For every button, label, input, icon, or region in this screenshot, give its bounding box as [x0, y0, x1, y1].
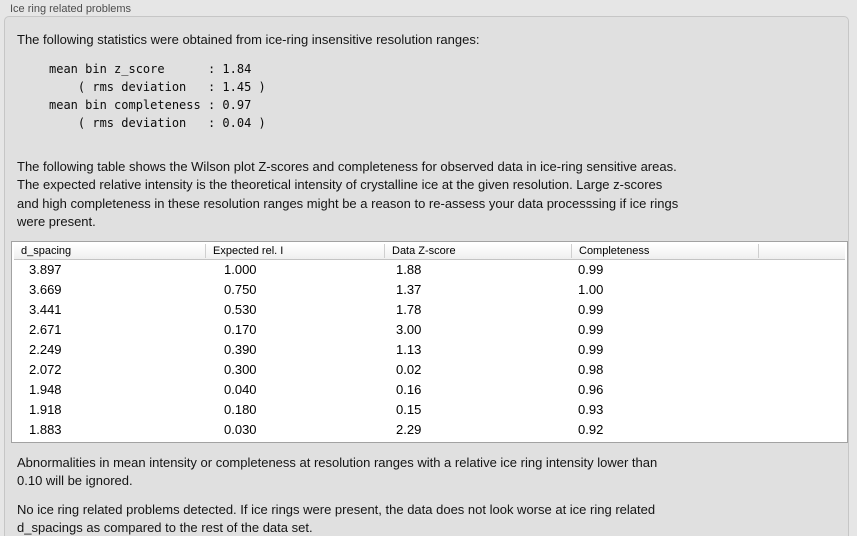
conclusion-text: No ice ring related problems detected. I… [17, 501, 656, 536]
cell-expected-rel-i: 0.170 [224, 322, 257, 337]
cell-data-z-score: 0.02 [396, 362, 422, 377]
cell-expected-rel-i: 0.180 [224, 402, 257, 417]
cell-data-z-score: 1.88 [396, 262, 422, 277]
cell-d-spacing: 2.072 [29, 362, 62, 377]
cell-expected-rel-i: 1.000 [224, 262, 257, 277]
cell-completeness: 0.93 [578, 402, 604, 417]
cell-expected-rel-i: 0.390 [224, 342, 257, 357]
cell-completeness: 0.98 [578, 362, 604, 377]
cell-d-spacing: 1.918 [29, 402, 62, 417]
stats-intro-text: The following statistics were obtained f… [17, 32, 480, 47]
cell-d-spacing: 3.897 [29, 262, 62, 277]
table-body: 3.897 1.000 1.88 0.99 3.669 0.750 1.37 1… [14, 260, 845, 440]
cell-completeness: 0.96 [578, 382, 604, 397]
column-header-filler [758, 244, 845, 258]
cell-expected-rel-i: 0.750 [224, 282, 257, 297]
table-row[interactable]: 3.897 1.000 1.88 0.99 [14, 260, 845, 280]
cell-d-spacing: 2.671 [29, 322, 62, 337]
ice-ring-group-box: The following statistics were obtained f… [4, 16, 849, 536]
cell-data-z-score: 0.15 [396, 402, 422, 417]
column-header-completeness[interactable]: Completeness [571, 244, 758, 258]
cell-data-z-score: 0.16 [396, 382, 422, 397]
cell-d-spacing: 3.441 [29, 302, 62, 317]
column-header-d-spacing[interactable]: d_spacing [21, 245, 72, 257]
table-row[interactable]: 2.671 0.170 3.00 0.99 [14, 320, 845, 340]
cell-completeness: 0.99 [578, 262, 604, 277]
table-description-text: The following table shows the Wilson plo… [17, 158, 679, 230]
table-row[interactable]: 1.918 0.180 0.15 0.93 [14, 400, 845, 420]
cell-expected-rel-i: 0.030 [224, 422, 257, 437]
cell-expected-rel-i: 0.530 [224, 302, 257, 317]
ice-ring-table[interactable]: d_spacing Expected rel. I Data Z-score C… [11, 240, 848, 443]
table-row[interactable]: 3.669 0.750 1.37 1.00 [14, 280, 845, 300]
stats-block: mean bin z_score : 1.84 ( rms deviation … [49, 61, 266, 130]
cell-data-z-score: 1.37 [396, 282, 422, 297]
cell-data-z-score: 1.13 [396, 342, 422, 357]
table-row[interactable]: 2.249 0.390 1.13 0.99 [14, 340, 845, 360]
cell-data-z-score: 3.00 [396, 322, 422, 337]
table-row[interactable]: 3.441 0.530 1.78 0.99 [14, 300, 845, 320]
table-row[interactable]: 1.883 0.030 2.29 0.92 [14, 420, 845, 440]
column-header-data-z-score[interactable]: Data Z-score [384, 244, 571, 258]
cell-data-z-score: 1.78 [396, 302, 422, 317]
table-row[interactable]: 1.948 0.040 0.16 0.96 [14, 380, 845, 400]
cell-d-spacing: 1.948 [29, 382, 62, 397]
ignore-note-text: Abnormalities in mean intensity or compl… [17, 454, 658, 489]
cell-expected-rel-i: 0.040 [224, 382, 257, 397]
cell-d-spacing: 2.249 [29, 342, 62, 357]
column-header-expected-rel-i[interactable]: Expected rel. I [205, 244, 384, 258]
table-header-row: d_spacing Expected rel. I Data Z-score C… [14, 243, 845, 260]
cell-data-z-score: 2.29 [396, 422, 422, 437]
table-row[interactable]: 2.072 0.300 0.02 0.98 [14, 360, 845, 380]
cell-d-spacing: 3.669 [29, 282, 62, 297]
cell-completeness: 0.92 [578, 422, 604, 437]
cell-d-spacing: 1.883 [29, 422, 62, 437]
group-box-title: Ice ring related problems [10, 3, 132, 15]
cell-completeness: 1.00 [578, 282, 604, 297]
cell-completeness: 0.99 [578, 302, 604, 317]
cell-expected-rel-i: 0.300 [224, 362, 257, 377]
cell-completeness: 0.99 [578, 322, 604, 337]
cell-completeness: 0.99 [578, 342, 604, 357]
